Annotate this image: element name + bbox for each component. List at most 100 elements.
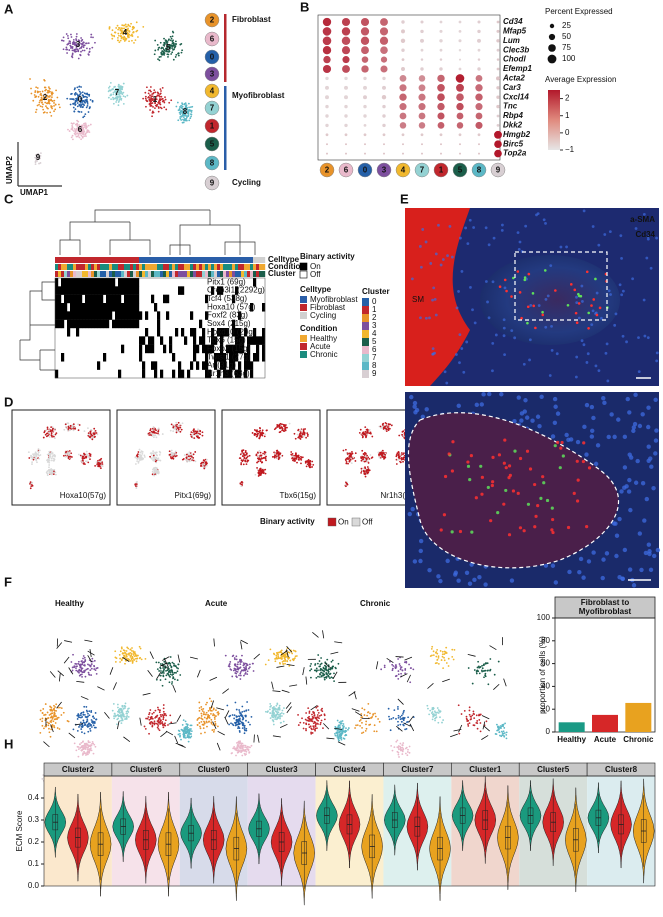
umap-cell (77, 94, 80, 97)
umap-cell (116, 24, 119, 27)
umap-cell (259, 427, 262, 430)
umap-cell (176, 101, 179, 104)
umap-cell (284, 426, 287, 429)
heatmap-cell (85, 278, 89, 287)
umap-cell (129, 656, 132, 658)
umap-cell (271, 455, 274, 458)
legend-title: Condition (300, 324, 337, 333)
umap-cell (157, 48, 160, 51)
signal (518, 456, 523, 461)
nucleus (509, 578, 515, 583)
annotation-cell (169, 271, 173, 277)
umap-cell (93, 664, 95, 667)
umap-cell (199, 433, 202, 436)
umap-cell (118, 94, 120, 96)
umap-cell (120, 36, 123, 38)
umap-cell (259, 472, 262, 475)
nucleus (651, 485, 656, 491)
heatmap-cell (136, 278, 140, 287)
umap-cell (52, 720, 55, 723)
heatmap-cell (115, 319, 119, 329)
umap-cell (312, 463, 315, 466)
annotation-cell (127, 264, 131, 270)
umap-cell (88, 710, 91, 713)
signal (526, 502, 531, 506)
heatmap-cell (106, 294, 110, 304)
signal (505, 289, 508, 293)
umap-cell (180, 728, 183, 731)
nucleus (477, 574, 482, 580)
umap-cell (31, 457, 34, 460)
umap-cell (364, 426, 367, 429)
heatmap-cell (178, 361, 182, 370)
umap-cell (178, 732, 181, 735)
umap-cell (141, 457, 143, 460)
umap-cell (307, 460, 310, 463)
annotation-cell (250, 264, 254, 270)
heatmap-cell (76, 303, 80, 312)
umap-cell (77, 660, 80, 663)
umap-cell (116, 723, 118, 726)
umap-cell (71, 666, 74, 669)
dot (326, 143, 328, 146)
annotation-cell (136, 271, 140, 277)
velocity-arrow (76, 680, 85, 683)
nucleus (575, 439, 581, 445)
umap-cell (99, 460, 102, 463)
nucleus (472, 226, 476, 229)
velocity-arrow (172, 684, 177, 693)
tissue-lesion (480, 255, 620, 345)
dot (496, 39, 500, 43)
umap-cell (156, 668, 159, 671)
nucleus (621, 334, 625, 338)
nucleus (617, 516, 622, 522)
umap-cell (70, 136, 73, 139)
umap-cell (114, 650, 117, 653)
umap-cell (87, 712, 89, 715)
nucleus (474, 402, 480, 408)
heatmap-cell (55, 294, 59, 304)
dot (421, 143, 423, 146)
umap-cell (41, 778, 44, 780)
umap-cell (158, 670, 161, 672)
umap-cell (87, 745, 90, 748)
axis-label: UMAP2 (5, 155, 14, 184)
umap-cell (126, 29, 129, 32)
heatmap-cell (79, 319, 83, 329)
umap-cell (38, 454, 40, 457)
umap-cell (177, 52, 180, 55)
umap-cell (51, 473, 53, 476)
heatmap-cell (61, 278, 65, 287)
heatmap-cell (106, 311, 110, 320)
nucleus (640, 481, 646, 486)
umap-cell (85, 106, 88, 109)
dot (325, 133, 329, 137)
dot (496, 20, 500, 24)
umap-cell (82, 116, 85, 119)
umap-cell (171, 682, 173, 685)
umap-cell (38, 457, 40, 460)
nucleus (429, 262, 433, 265)
umap-cell (115, 714, 118, 717)
nucleus (409, 394, 414, 400)
annotation-cell (145, 264, 149, 270)
umap-cell (263, 435, 266, 438)
umap-cell (175, 105, 178, 108)
umap-cell (41, 717, 44, 720)
nucleus (418, 548, 423, 554)
umap-cell (202, 707, 205, 710)
umap-cell (53, 99, 56, 102)
umap-cell (179, 426, 182, 429)
nucleus (418, 538, 424, 544)
umap-cell (197, 433, 200, 436)
nucleus (614, 553, 619, 559)
umap-cell (171, 452, 174, 454)
umap-cell (76, 93, 78, 96)
dot (399, 103, 407, 111)
velocity-arrow (57, 670, 65, 677)
umap-cell (119, 28, 122, 31)
signal (581, 459, 586, 464)
umap-cell (147, 92, 150, 95)
umap-cell (158, 95, 161, 98)
umap-cell (142, 97, 145, 100)
